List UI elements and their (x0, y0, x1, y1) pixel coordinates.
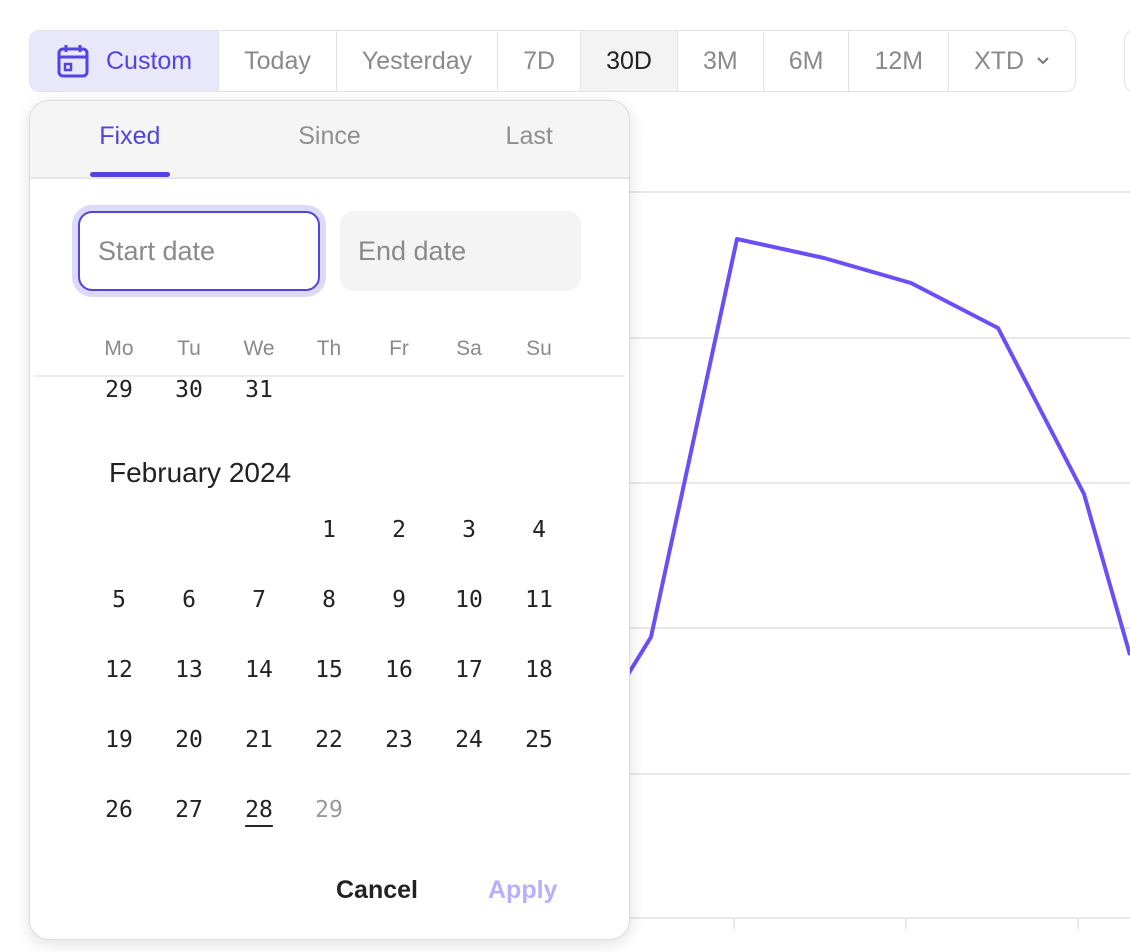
xtd-label: XTD (974, 46, 1025, 75)
empty-day (504, 797, 574, 823)
day[interactable]: 24 (455, 727, 483, 753)
weekday: Su (526, 337, 552, 360)
empty-day (224, 517, 294, 543)
day[interactable]: 9 (392, 587, 406, 613)
calendar-week: 26 27 28 29 (84, 797, 574, 823)
day[interactable]: 5 (112, 587, 126, 613)
range-yesterday[interactable]: Yesterday (337, 31, 499, 91)
day: 29 (315, 797, 343, 823)
day[interactable]: 26 (105, 797, 133, 823)
range-12m[interactable]: 12M (849, 31, 950, 91)
prev-month-week: 29 30 31 (84, 377, 294, 403)
day[interactable]: 8 (322, 587, 336, 613)
day[interactable]: 21 (245, 727, 273, 753)
calendar-week: 12 13 14 15 16 17 18 (84, 657, 574, 683)
active-tab-indicator (90, 172, 170, 177)
calendar-week: 1 2 3 4 (84, 517, 574, 543)
day[interactable]: 25 (525, 727, 553, 753)
day[interactable]: 20 (175, 727, 203, 753)
chevron-down-icon (1037, 57, 1049, 65)
month-title: February 2024 (109, 457, 292, 488)
day[interactable]: 22 (315, 727, 343, 753)
calendar-week: 19 20 21 22 23 24 25 (84, 727, 574, 753)
day[interactable]: 29 (105, 377, 133, 403)
weekday: Sa (456, 337, 482, 360)
weekday: We (243, 337, 275, 360)
day[interactable]: 11 (525, 587, 553, 613)
custom-label: Custom (106, 46, 193, 75)
range-30d[interactable]: 30D (581, 31, 678, 91)
secondary-control[interactable] (1124, 30, 1130, 92)
picker-tabs: Fixed Since Last (30, 101, 629, 179)
weekday: Tu (177, 337, 201, 360)
tab-fixed[interactable]: Fixed (99, 122, 161, 150)
range-today[interactable]: Today (219, 31, 337, 91)
weekday: Mo (104, 337, 134, 360)
day[interactable]: 23 (385, 727, 413, 753)
day[interactable]: 7 (252, 587, 266, 613)
series-line (598, 237, 1130, 722)
end-date-input[interactable]: End date (340, 211, 581, 291)
day[interactable]: 16 (385, 657, 413, 683)
range-7d[interactable]: 7D (498, 31, 582, 91)
custom-range-button[interactable]: Custom (30, 31, 220, 91)
start-date-input[interactable]: Start date (78, 211, 320, 291)
weekday-header: Mo Tu We Th Fr Sa Su (84, 337, 574, 361)
range-3m[interactable]: 3M (678, 31, 764, 91)
apply-button[interactable]: Apply (488, 876, 558, 904)
day[interactable]: 2 (392, 517, 406, 543)
empty-day (434, 797, 504, 823)
cancel-button[interactable]: Cancel (336, 876, 418, 904)
day[interactable]: 10 (455, 587, 483, 613)
day[interactable]: 27 (175, 797, 203, 823)
day[interactable]: 31 (245, 377, 273, 403)
date-picker-popover: Fixed Since Last Start date End date Mo … (29, 100, 630, 940)
day[interactable]: 19 (105, 727, 133, 753)
date-range-selector: Custom Today Yesterday 7D 30D 3M 6M 12M … (29, 30, 1077, 92)
calendar-week: 5 6 7 8 9 10 11 (84, 587, 574, 613)
day[interactable]: 6 (182, 587, 196, 613)
empty-day (84, 517, 154, 543)
day[interactable]: 30 (175, 377, 203, 403)
day[interactable]: 15 (315, 657, 343, 683)
weekday: Fr (389, 337, 409, 360)
day[interactable]: 18 (525, 657, 553, 683)
empty-day (364, 797, 434, 823)
calendar-icon (57, 45, 89, 78)
day[interactable]: 14 (245, 657, 273, 683)
range-xtd[interactable]: XTD (949, 31, 1075, 91)
weekday: Th (316, 337, 342, 360)
day[interactable]: 4 (532, 517, 546, 543)
day[interactable]: 1 (322, 517, 336, 543)
range-6m[interactable]: 6M (764, 31, 850, 91)
day[interactable]: 3 (462, 517, 476, 543)
day[interactable]: 28 (245, 797, 273, 823)
tab-last[interactable]: Last (505, 122, 553, 150)
day[interactable]: 12 (105, 657, 133, 683)
tab-since[interactable]: Since (298, 122, 361, 150)
day[interactable]: 17 (455, 657, 483, 683)
day[interactable]: 13 (175, 657, 203, 683)
empty-day (154, 517, 224, 543)
divider (34, 375, 625, 377)
